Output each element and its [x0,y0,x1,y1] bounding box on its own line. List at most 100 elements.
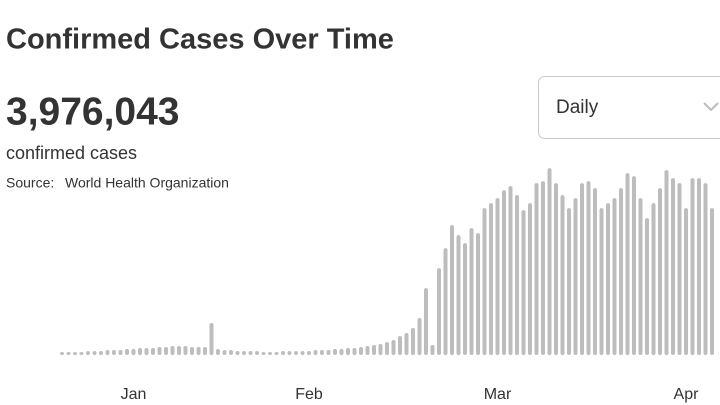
bar [294,351,298,355]
bar [612,198,617,355]
bar [92,351,97,355]
bar [599,208,604,355]
bar [391,340,396,355]
source-label: Source: [6,175,54,191]
bar [190,347,194,355]
bar [281,351,285,355]
bar [560,195,565,355]
bar [248,351,253,355]
bar [300,351,305,355]
bar [339,349,344,355]
bar [138,348,142,355]
bar [60,352,64,355]
bar [684,208,688,355]
bar [404,333,409,355]
bar [73,352,77,355]
bar [521,210,526,355]
x-tick-label: Jan [121,386,147,403]
bar [398,336,402,355]
bar [170,346,175,355]
bar [131,349,136,355]
bar [619,188,623,355]
bar [287,351,292,355]
bar [664,170,669,355]
bar [417,318,422,355]
bar [690,178,695,355]
bar [333,349,337,355]
bar [567,208,571,355]
bar [632,176,636,355]
bar [450,225,454,355]
bar [502,190,506,355]
bar [313,350,318,355]
bar [703,183,708,355]
bar [593,188,597,355]
bar [430,345,435,355]
bar [99,351,103,355]
bar [326,350,331,355]
bar [378,344,383,355]
bar [528,203,532,355]
bar [203,347,207,355]
bar [216,349,220,355]
bar [105,350,110,355]
bar [365,346,370,355]
bar [307,351,311,355]
bar [515,195,519,355]
bar [320,350,324,355]
bar [261,352,266,355]
bar [697,178,701,355]
bar [151,348,155,355]
bar [118,350,123,355]
bar [346,348,350,355]
bar [125,349,129,355]
x-tick-label: Apr [674,386,700,403]
chevron [703,102,719,112]
bar [606,203,610,355]
x-tick-label: Mar [484,386,512,403]
bar [476,233,480,355]
bar [385,342,389,355]
bar [547,168,552,355]
bar [437,268,441,355]
bar [157,347,162,355]
bar [235,351,240,355]
bar [651,203,656,355]
bar [463,243,467,355]
bar [255,351,259,355]
bar [86,351,90,355]
bar [183,346,188,355]
bar [573,198,578,355]
bar [625,173,630,355]
dropdown[interactable]: Daily [538,76,720,139]
bar [144,348,149,355]
bar [671,178,675,355]
bar [482,208,487,355]
bar [112,350,116,355]
bar [541,181,545,355]
bar [222,350,227,355]
bar [196,347,201,355]
dropdown-value[interactable]: Daily [556,97,599,118]
bar [645,218,649,355]
bar [79,352,84,355]
bar [66,352,71,355]
bar [586,181,591,355]
bar [638,198,643,355]
dropdown-box[interactable] [538,76,720,139]
bar [658,188,662,355]
total-label: confirmed cases [6,143,137,163]
bar [710,208,714,355]
bar [534,183,539,355]
bar [411,328,415,355]
bar [495,198,500,355]
bar [177,346,181,355]
x-tick-label: Feb [295,386,323,403]
bar [580,183,584,355]
bar [274,352,279,355]
bar [372,345,376,355]
bar [677,183,682,355]
bar [164,347,168,355]
